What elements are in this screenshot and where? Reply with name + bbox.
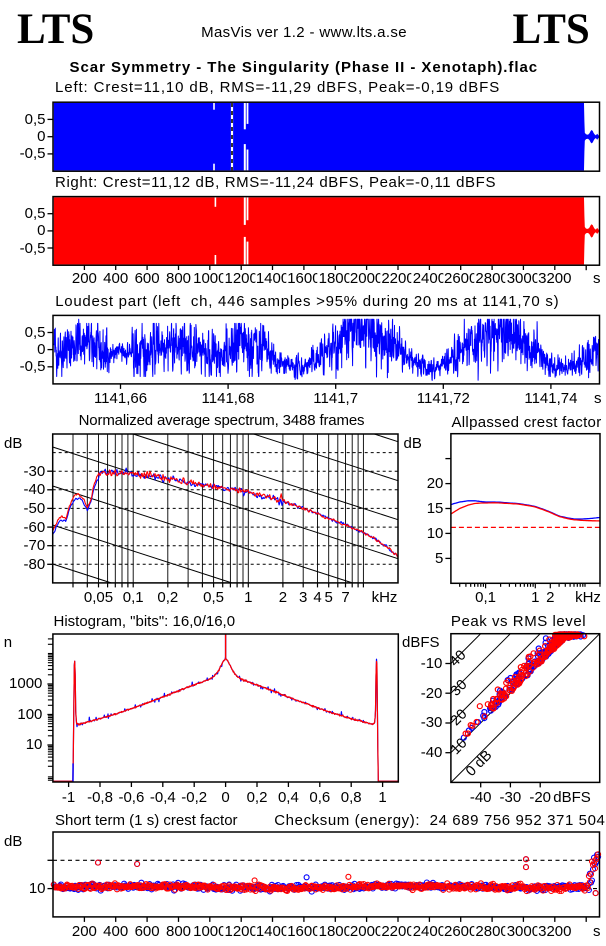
svg-text:0 dB: 0 dB bbox=[463, 747, 495, 779]
